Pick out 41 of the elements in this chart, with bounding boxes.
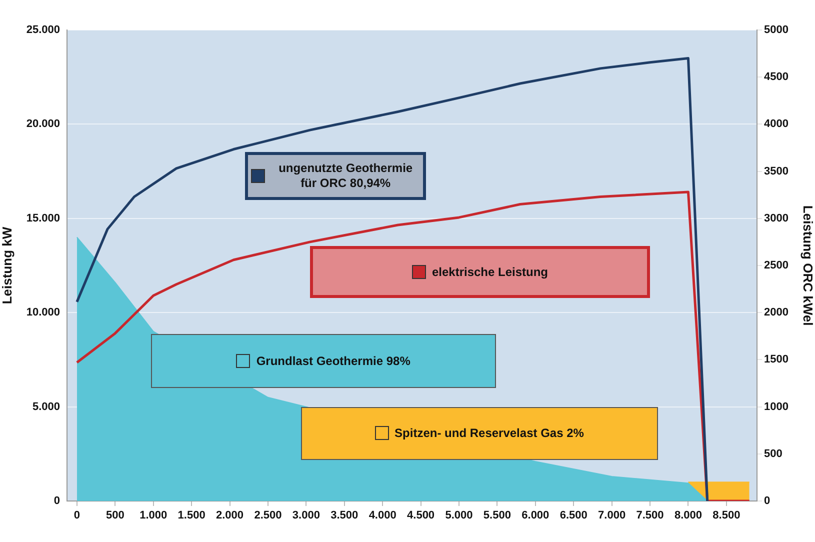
y-tick-label: 25.000	[26, 24, 60, 36]
y2-tick-label: 500	[764, 448, 782, 460]
x-tick-label: 4.000	[368, 510, 396, 522]
y2-tick-label: 2500	[764, 260, 788, 272]
legend-label: ungenutzte Geothermie für ORC 80,94%	[278, 161, 414, 191]
y2-axis-title: Leistung ORC kWel	[800, 205, 815, 326]
y2-tick-label: 1500	[764, 354, 788, 366]
x-tick-label: 2.500	[254, 510, 282, 522]
x-tick-label: 6.000	[522, 510, 550, 522]
x-tick-label: 500	[106, 510, 124, 522]
y2-tick-label: 5000	[764, 24, 788, 36]
y2-tick-label: 2000	[764, 306, 788, 319]
y-tick-label: 15.000	[26, 212, 60, 224]
x-tick-label: 4.500	[407, 510, 435, 522]
x-tick-label: 6.500	[560, 510, 588, 522]
y-tick-label: 0	[54, 495, 60, 508]
x-tick-label: 2.000	[216, 510, 244, 522]
x-tick-label: 8.500	[712, 510, 740, 522]
y2-tick-label: 4000	[764, 118, 788, 130]
x-tick-label: 3.000	[292, 510, 320, 522]
x-tick-label: 1.000	[140, 510, 168, 522]
y2-tick-label: 3500	[764, 165, 788, 178]
x-tick-label: 8.000	[674, 510, 702, 522]
y-tick-label: 5.000	[32, 400, 60, 413]
y-axis-title: Leistung kW	[0, 226, 14, 304]
x-tick-label: 1.500	[178, 510, 206, 522]
x-tick-label: 5.500	[483, 510, 511, 522]
y-tick-label: 20.000	[26, 118, 60, 130]
y2-tick-label: 4500	[764, 71, 788, 84]
legend-label: Grundlast Geothermie 98%	[256, 354, 410, 369]
x-tick-label: 7.000	[598, 510, 626, 522]
legend-label: Spitzen- und Reservelast Gas 2%	[394, 426, 584, 441]
y-tick-label: 10.000	[26, 306, 60, 319]
y2-tick-label: 3000	[764, 212, 788, 224]
y2-tick-label: 1000	[764, 400, 788, 413]
x-tick-label: 0	[74, 510, 80, 522]
legend-label: elektrische Leistung	[432, 264, 548, 280]
x-tick-label: 3.500	[330, 510, 358, 522]
y2-tick-label: 0	[764, 495, 770, 508]
x-tick-label: 5.000	[445, 510, 473, 522]
x-tick-label: 7.500	[636, 510, 664, 522]
